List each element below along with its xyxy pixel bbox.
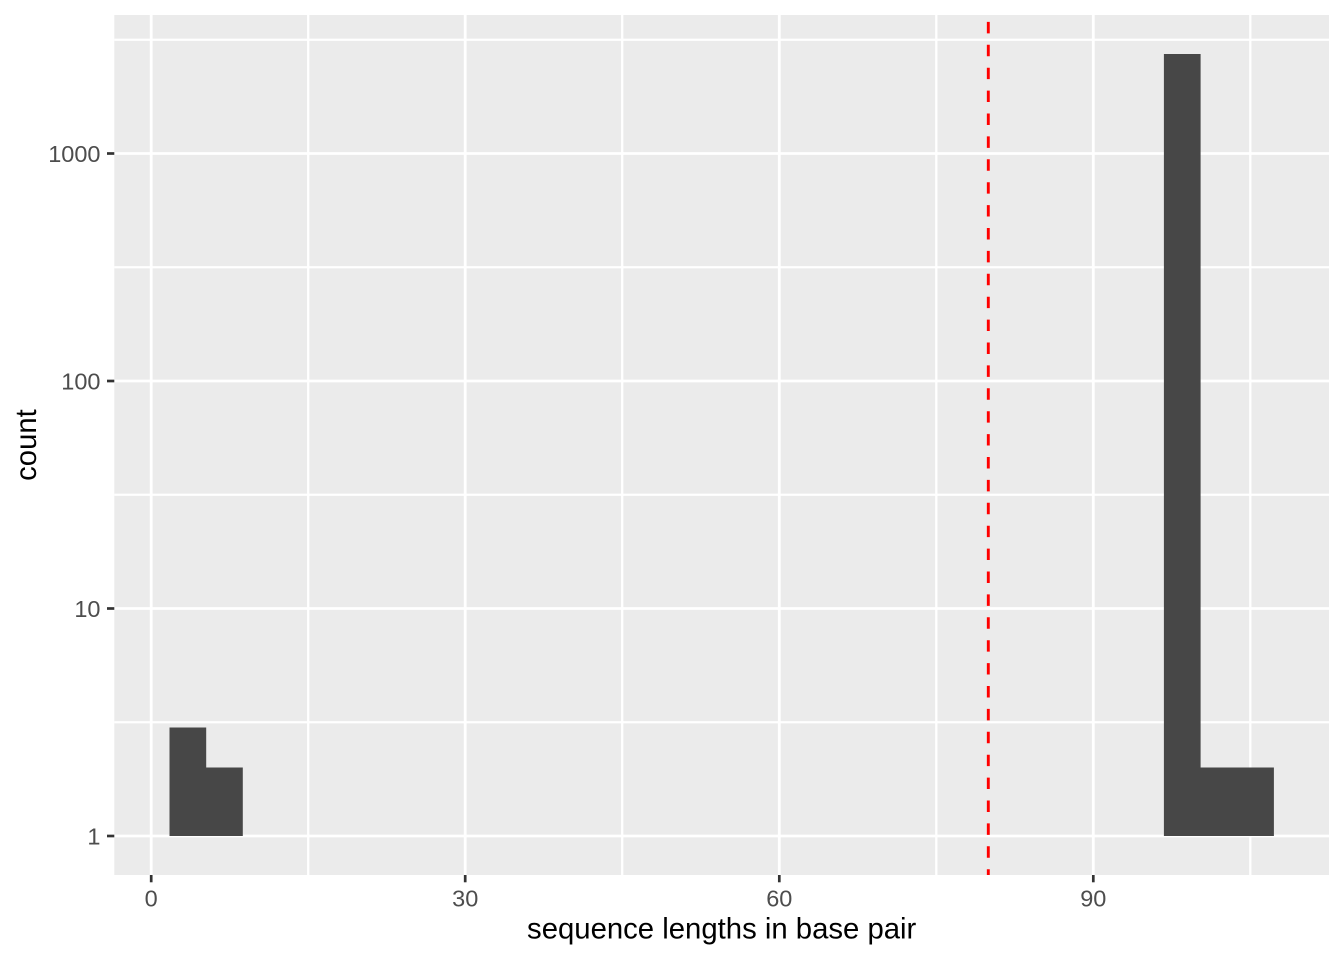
svg-text:90: 90 — [1080, 885, 1106, 911]
svg-text:10: 10 — [74, 596, 100, 622]
svg-text:60: 60 — [766, 885, 792, 911]
svg-text:1000: 1000 — [48, 141, 100, 167]
svg-text:1: 1 — [87, 823, 100, 849]
svg-text:count: count — [10, 409, 43, 481]
svg-text:0: 0 — [145, 885, 158, 911]
svg-text:sequence lengths in base pair: sequence lengths in base pair — [527, 913, 917, 946]
svg-text:100: 100 — [61, 368, 100, 394]
svg-text:30: 30 — [452, 885, 478, 911]
